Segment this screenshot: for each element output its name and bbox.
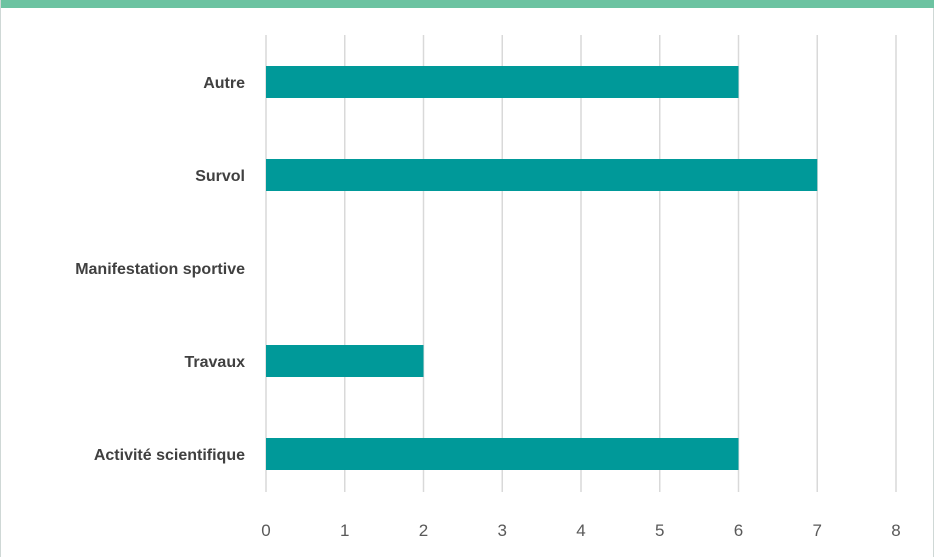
bars: [266, 66, 818, 470]
x-tick-label: 3: [498, 521, 507, 540]
gridlines: [265, 35, 897, 492]
x-tick-label: 4: [576, 521, 585, 540]
bar-autre: [266, 66, 739, 98]
header-accent-bar: [1, 0, 934, 8]
x-tick-label: 5: [655, 521, 664, 540]
category-label: Autre: [203, 75, 245, 92]
bar-activité-scientifique: [266, 438, 739, 470]
category-label: Survol: [195, 168, 245, 185]
x-tick-label: 0: [261, 521, 270, 540]
x-tick-label: 7: [813, 521, 822, 540]
category-label: Activité scientifique: [94, 447, 245, 464]
x-tick-label: 8: [891, 521, 900, 540]
bar-travaux: [266, 345, 424, 377]
x-tick-label: 2: [419, 521, 428, 540]
x-tick-label: 6: [734, 521, 743, 540]
category-label: Manifestation sportive: [75, 261, 245, 278]
category-labels: Autre Survol Manifestation sportive Travaux…: [75, 75, 245, 464]
x-tick-labels: 0 1 2 3 4 5 6 7 8: [261, 521, 900, 540]
x-tick-label: 1: [340, 521, 349, 540]
category-label: Travaux: [185, 354, 246, 371]
bar-survol: [266, 159, 818, 191]
